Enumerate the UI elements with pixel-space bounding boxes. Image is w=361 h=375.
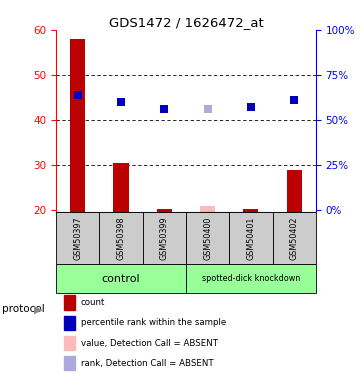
Point	[291, 97, 297, 103]
Bar	[64, 296, 75, 309]
FancyBboxPatch shape	[273, 212, 316, 264]
Bar	[113, 163, 129, 212]
Point	[248, 104, 254, 110]
Text: control: control	[102, 274, 140, 284]
Text: GSM50398: GSM50398	[117, 217, 125, 260]
Point	[118, 99, 124, 105]
Title: GDS1472 / 1626472_at: GDS1472 / 1626472_at	[109, 16, 263, 29]
Text: percentile rank within the sample: percentile rank within the sample	[81, 318, 226, 327]
Text: GSM50399: GSM50399	[160, 217, 169, 260]
Text: GSM50397: GSM50397	[73, 217, 82, 260]
Bar	[243, 209, 258, 212]
Text: value, Detection Call = ABSENT: value, Detection Call = ABSENT	[81, 339, 218, 348]
Text: rank, Detection Call = ABSENT: rank, Detection Call = ABSENT	[81, 359, 213, 368]
FancyBboxPatch shape	[56, 212, 99, 264]
Bar	[70, 39, 85, 212]
Text: GSM50402: GSM50402	[290, 217, 299, 260]
FancyBboxPatch shape	[143, 212, 186, 264]
Bar	[64, 316, 75, 330]
Point	[75, 92, 81, 98]
Bar	[157, 209, 172, 212]
Point	[205, 106, 210, 112]
Point	[161, 106, 167, 112]
Bar	[287, 170, 302, 212]
FancyBboxPatch shape	[229, 212, 273, 264]
Text: spotted-dick knockdown: spotted-dick knockdown	[202, 274, 300, 283]
Text: GSM50400: GSM50400	[203, 217, 212, 260]
FancyBboxPatch shape	[56, 264, 186, 293]
FancyBboxPatch shape	[186, 212, 229, 264]
Text: GSM50401: GSM50401	[247, 217, 255, 260]
FancyBboxPatch shape	[186, 264, 316, 293]
Text: protocol: protocol	[2, 304, 44, 314]
Text: count: count	[81, 298, 105, 307]
Text: ▶: ▶	[34, 304, 43, 314]
FancyBboxPatch shape	[99, 212, 143, 264]
Bar	[64, 356, 75, 370]
Bar	[64, 336, 75, 350]
Bar	[200, 206, 215, 212]
